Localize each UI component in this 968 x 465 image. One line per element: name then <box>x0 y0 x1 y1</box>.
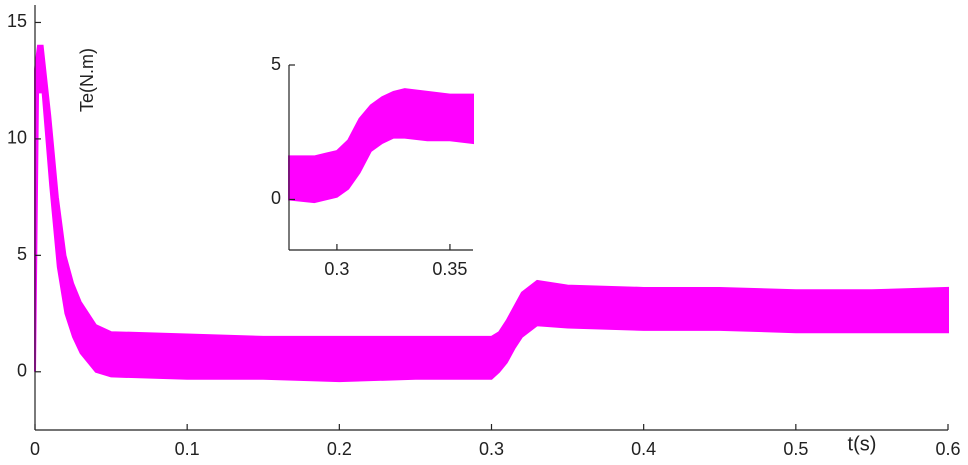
y-tick-label: 10 <box>7 128 27 148</box>
x-axis-label: t(s) <box>848 433 877 455</box>
band-area <box>288 88 474 204</box>
x-tick-label: 0.4 <box>631 439 656 459</box>
x-tick-label: 0.3 <box>324 259 349 279</box>
x-tick-label: 0 <box>30 439 40 459</box>
y-tick-label: 0 <box>271 188 281 208</box>
x-tick-label: 0.3 <box>479 439 504 459</box>
x-tick-label: 0.5 <box>783 439 808 459</box>
band-area <box>34 44 949 383</box>
y-tick-label: 5 <box>271 54 281 74</box>
x-tick-label: 0.6 <box>935 439 960 459</box>
x-tick-label: 0.35 <box>432 259 467 279</box>
y-tick-label: 15 <box>7 11 27 31</box>
x-tick-label: 0.1 <box>175 439 200 459</box>
y-tick-label: 5 <box>17 244 27 264</box>
y-axis-label: Te(N.m) <box>77 48 97 112</box>
x-tick-label: 0.2 <box>327 439 352 459</box>
y-tick-label: 0 <box>17 361 27 381</box>
